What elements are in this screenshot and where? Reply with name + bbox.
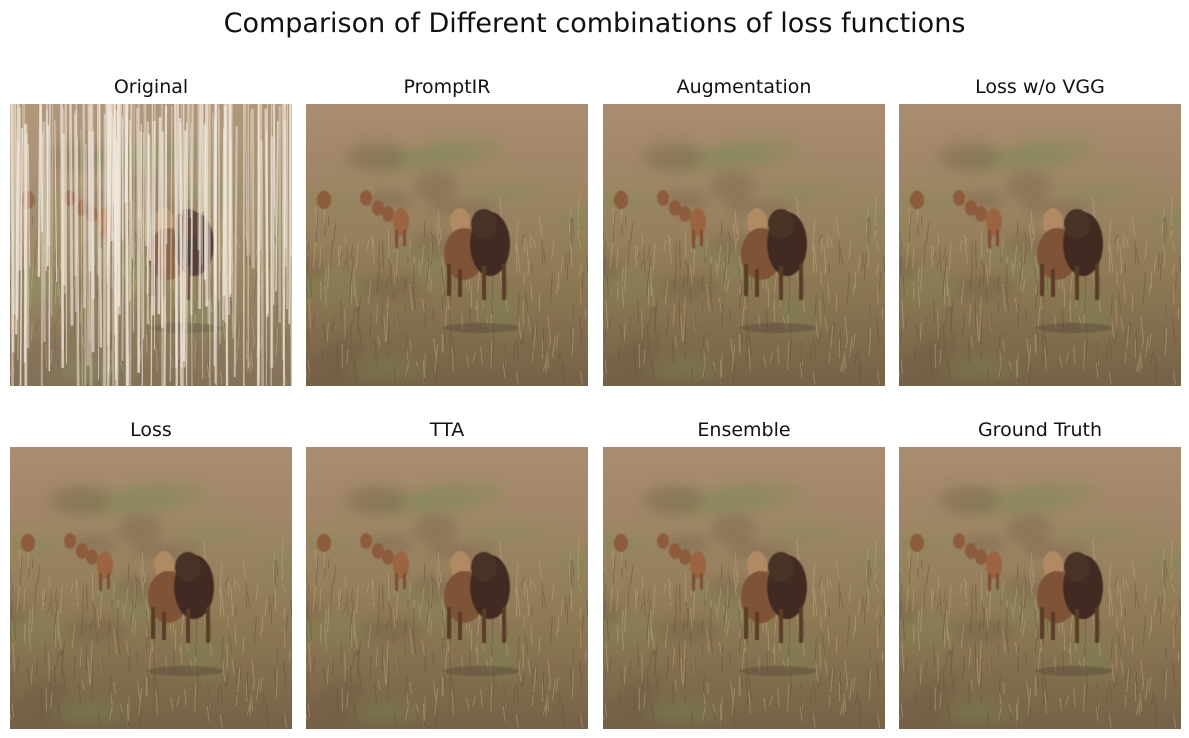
panel-title: Loss w/o VGG <box>975 76 1105 98</box>
panel-title: Augmentation <box>676 76 812 98</box>
panel-title: Ensemble <box>697 419 791 441</box>
lion-photo <box>603 104 885 386</box>
panel-loss: Loss <box>10 418 292 729</box>
panel-title: Loss <box>130 419 172 441</box>
lion-photo <box>899 447 1181 729</box>
lion-photo <box>10 447 292 729</box>
lion-photo <box>603 447 885 729</box>
panel-ensemble: Ensemble <box>603 418 885 729</box>
panel-promptir: PromptIR <box>306 75 588 386</box>
lion-photo <box>306 447 588 729</box>
panel-title: Original <box>113 76 189 98</box>
panel-original: Original <box>10 75 292 386</box>
panel-title: Ground Truth <box>977 419 1103 441</box>
panel-tta: TTA <box>306 418 588 729</box>
figure-title: Comparison of Different combinations of … <box>223 8 966 39</box>
panel-augmentation: Augmentation <box>603 75 885 386</box>
lion-photo <box>306 104 588 386</box>
lion-photo <box>899 104 1181 386</box>
rainy-lion-photo <box>10 104 292 386</box>
panel-ground-truth: Ground Truth <box>899 418 1181 729</box>
panel-loss-w-o-vgg: Loss w/o VGG <box>899 75 1181 386</box>
panel-title: TTA <box>429 419 465 441</box>
panel-title: PromptIR <box>403 76 491 98</box>
